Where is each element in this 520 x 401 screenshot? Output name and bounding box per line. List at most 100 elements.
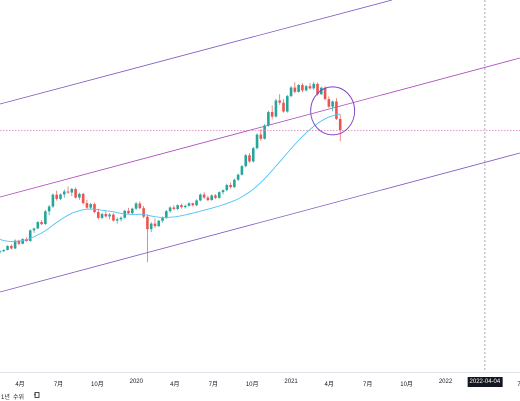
candle-body — [134, 203, 138, 209]
candle-body — [214, 195, 217, 198]
candle-body — [338, 118, 342, 131]
candle-body — [183, 205, 187, 208]
candle-body — [282, 102, 285, 112]
candle-body — [108, 214, 111, 217]
candle-body — [285, 96, 289, 112]
candle-body — [59, 194, 62, 199]
candle-body — [221, 190, 225, 193]
candle-body — [202, 194, 206, 198]
highlight-circle — [310, 86, 356, 136]
candle-body — [2, 249, 6, 252]
candle-body — [36, 222, 40, 229]
candle-body — [244, 155, 247, 167]
candle-body — [327, 99, 331, 107]
candle-body — [47, 206, 51, 212]
candle-body — [172, 207, 176, 209]
candle-body — [89, 204, 93, 208]
candle-body — [62, 191, 66, 195]
candle-body — [233, 179, 236, 188]
candle-body — [248, 155, 251, 162]
candle-body — [115, 219, 119, 221]
candle-body — [240, 166, 244, 175]
scale-label[interactable]: 수위 — [13, 395, 25, 401]
channel-lower-line — [0, 152, 520, 293]
candle-body — [217, 192, 221, 198]
candle-body — [168, 207, 172, 212]
candle-body — [10, 245, 13, 249]
candle-body — [44, 211, 47, 225]
time-tick-label: 7月 — [208, 382, 218, 388]
candle-body — [263, 125, 266, 139]
candle-body — [119, 217, 123, 220]
range-label[interactable]: 1년 — [1, 395, 10, 401]
candle-body — [85, 203, 89, 208]
candle-body — [270, 112, 274, 117]
candle-body — [187, 203, 191, 206]
candle-body — [32, 228, 36, 231]
candle-body — [320, 87, 323, 95]
time-tick-label: 10月 — [400, 382, 413, 388]
candle-body — [312, 83, 316, 89]
moving-average-line — [0, 113, 341, 243]
reset-icon[interactable] — [33, 391, 41, 399]
time-tick-label: 4月 — [324, 382, 334, 388]
candle-body — [157, 220, 161, 227]
candle-body — [13, 240, 17, 249]
candle-body — [153, 223, 157, 227]
candle-body — [206, 197, 210, 201]
candle-body — [66, 191, 70, 193]
candle-body — [323, 87, 327, 100]
time-tick-label: 2022 — [438, 379, 453, 385]
candle-body — [180, 205, 183, 208]
candle-body — [112, 214, 115, 221]
candle-body — [225, 184, 229, 191]
candle-body — [308, 86, 312, 89]
candle-body — [28, 230, 32, 242]
candle-body — [17, 240, 21, 244]
candle-body — [0, 251, 2, 252]
candle-body — [331, 101, 334, 107]
candle-body — [40, 222, 43, 225]
candle-body — [70, 189, 74, 193]
candle-body — [301, 85, 304, 91]
candle-body — [229, 184, 232, 188]
candle-body — [138, 203, 142, 209]
time-tick-label: 7月 — [363, 382, 373, 388]
candle-body — [293, 87, 297, 92]
candle-body — [251, 148, 255, 162]
time-tick-label: 2020 — [129, 379, 143, 385]
time-tick-label: 10月 — [245, 382, 259, 388]
candle-body — [149, 223, 153, 230]
time-tick-label: 2021 — [284, 379, 298, 385]
bottom-toolbar: 1년 수위 — [0, 391, 520, 401]
candle-body — [96, 212, 100, 218]
time-tick-label: 7月 — [517, 382, 520, 388]
time-tick-label: 10月 — [91, 382, 104, 388]
price-chart[interactable] — [0, 0, 520, 372]
time-tick-label: 4月 — [15, 382, 25, 388]
candle-body — [210, 195, 213, 201]
time-axis[interactable]: 4月 7月 10月 2020 4月 7月 10月 2021 4月 7月 10月 2022 2022-04… — [0, 372, 520, 392]
time-tick-label: 7月 — [53, 382, 64, 388]
candle-body — [335, 101, 338, 119]
candle-body — [165, 211, 168, 219]
candle-body — [51, 194, 55, 207]
candle-body — [259, 134, 263, 139]
candle-body — [316, 83, 319, 95]
candle-body — [255, 134, 259, 149]
candle-body — [297, 85, 300, 92]
candle-body — [55, 194, 58, 199]
candle-body — [267, 112, 270, 126]
channel-upper-line — [0, 0, 393, 105]
candle-body — [127, 210, 130, 214]
candle-body — [78, 193, 81, 198]
candle-body — [195, 200, 198, 206]
candle-body — [81, 193, 85, 204]
candle-body — [131, 208, 134, 214]
crosshair-date-label: 2022-04-04 — [467, 377, 503, 387]
candle-body — [236, 174, 240, 180]
candle-body — [21, 239, 24, 244]
time-tick-label: 4月 — [170, 382, 180, 388]
candle-body — [289, 87, 293, 97]
candle-body — [93, 204, 96, 213]
